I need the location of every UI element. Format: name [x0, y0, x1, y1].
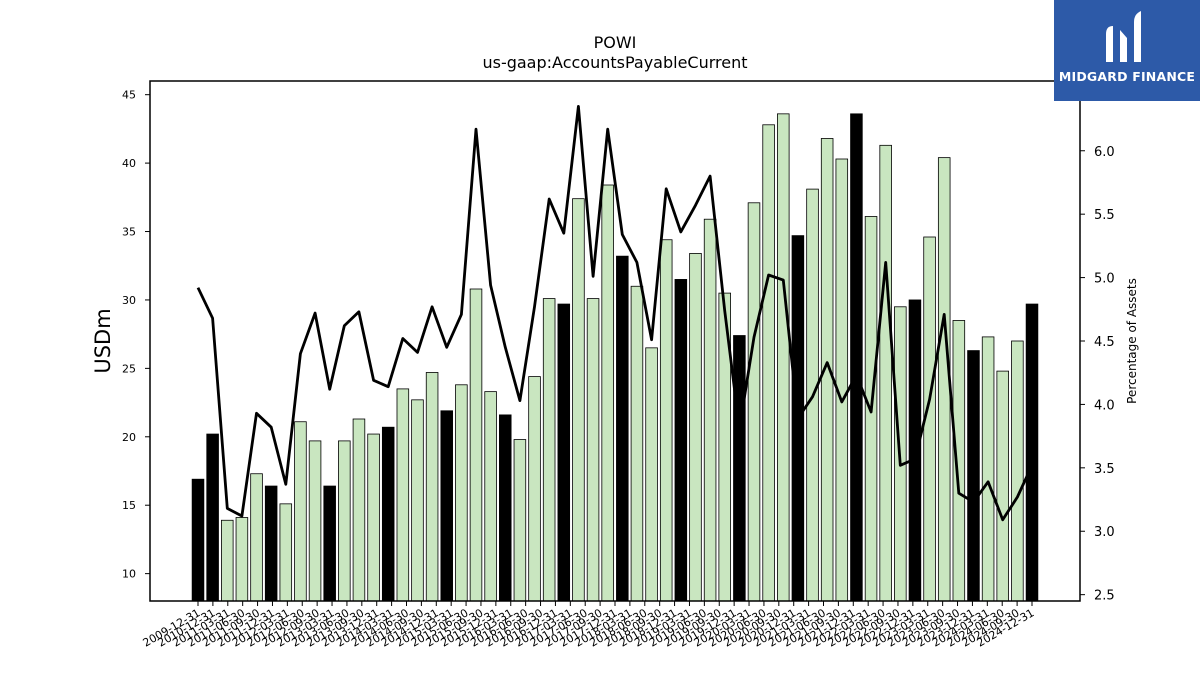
bar — [689, 253, 702, 602]
bar — [645, 347, 658, 602]
y-tick-label: 45 — [122, 89, 136, 102]
y2-tick-label: 3.0 — [1094, 525, 1115, 540]
bar — [850, 113, 863, 602]
y-tick-label: 30 — [122, 294, 136, 307]
bar — [484, 391, 497, 602]
bar — [279, 503, 293, 602]
y-tick-label: 20 — [122, 431, 136, 444]
bar — [308, 440, 322, 602]
bar — [455, 384, 468, 602]
bar — [777, 113, 790, 602]
bar — [469, 288, 483, 602]
bar — [1011, 340, 1024, 602]
bar — [323, 485, 336, 602]
bar — [396, 388, 410, 602]
y2-tick-label: 6.0 — [1094, 145, 1115, 160]
bar — [381, 426, 395, 602]
bar — [250, 473, 263, 602]
y-tick-label: 25 — [122, 362, 136, 375]
y-tick-label: 35 — [122, 226, 136, 239]
x-axis-ticks: 2009-12-312010-12-312011-03-312011-06-30… — [141, 601, 1037, 650]
chart-title: POWI — [594, 33, 637, 52]
brand-logo: MIDGARD FINANCE — [1054, 0, 1200, 101]
bar — [616, 255, 629, 602]
y2-axis-ticks: 2.5 3.0 3.5 4.0 4.5 5.0 5.5 6.0 — [1080, 145, 1115, 604]
bar — [367, 433, 380, 602]
bar — [630, 285, 644, 602]
bar — [542, 298, 556, 602]
bar — [206, 433, 219, 602]
bar — [352, 418, 366, 602]
bar — [674, 279, 688, 602]
bar — [425, 372, 439, 602]
y-axis-ticks: 10 15 20 25 30 35 40 45 — [122, 89, 150, 581]
bar — [235, 517, 249, 602]
y2-tick-label: 3.5 — [1094, 462, 1115, 477]
bar — [294, 421, 307, 602]
bar — [191, 478, 205, 602]
brand-name: MIDGARD FINANCE — [1058, 69, 1196, 84]
percentage-line — [196, 105, 1034, 522]
bar — [908, 299, 922, 602]
bar — [221, 519, 234, 602]
bar — [835, 158, 849, 602]
bar — [659, 239, 673, 602]
y2-tick-label: 5.0 — [1094, 272, 1115, 287]
bar — [879, 144, 892, 602]
bar — [586, 298, 600, 602]
bar — [703, 218, 717, 602]
bar — [967, 350, 980, 602]
bar — [981, 336, 995, 602]
bar — [338, 440, 351, 602]
bar — [996, 370, 1009, 602]
y2-axis-label: Percentage of Assets — [1125, 278, 1139, 404]
bar — [733, 335, 746, 602]
bar — [513, 439, 527, 602]
y2-tick-label: 2.5 — [1094, 589, 1115, 604]
y-axis-label: USDm — [91, 308, 115, 373]
y-tick-label: 40 — [122, 157, 136, 170]
y2-tick-label: 4.5 — [1094, 335, 1115, 350]
bar — [264, 485, 278, 602]
bar — [411, 399, 424, 602]
midgard-logo-icon — [1106, 11, 1141, 62]
chart-subtitle: us-gaap:AccountsPayableCurrent — [482, 53, 747, 72]
y2-tick-label: 5.5 — [1094, 208, 1115, 223]
bar — [572, 198, 585, 602]
bar — [601, 184, 614, 602]
bar — [499, 414, 512, 602]
bar — [747, 202, 761, 602]
bar — [440, 410, 453, 602]
y-tick-label: 15 — [122, 499, 136, 512]
bar — [528, 376, 541, 602]
bar — [1025, 303, 1039, 602]
bar — [557, 303, 571, 602]
y-tick-label: 10 — [122, 568, 136, 581]
y2-tick-label: 4.0 — [1094, 398, 1115, 413]
bar — [762, 124, 775, 602]
